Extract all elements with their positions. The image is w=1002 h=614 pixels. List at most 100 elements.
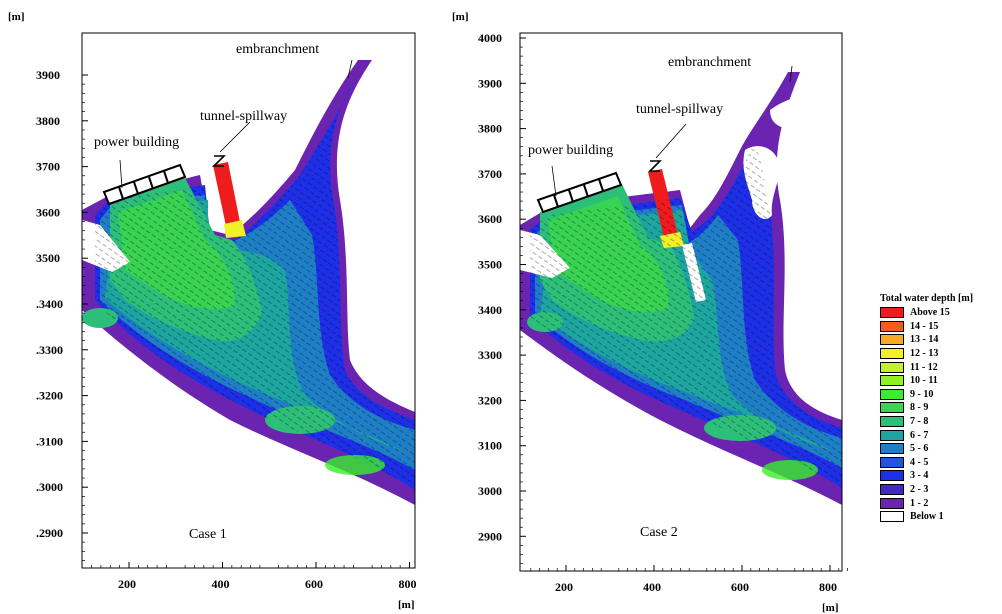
y-unit-label: [m] — [8, 11, 25, 23]
x-tick-label: 800 — [399, 577, 417, 591]
x-tick-label: 400 — [643, 580, 661, 594]
legend-entry: 3 - 4 — [880, 469, 1000, 483]
spillway-callout — [655, 123, 687, 159]
legend-label: 1 - 2 — [910, 497, 929, 509]
x-tick-label: 600 — [305, 577, 323, 591]
legend-swatch — [880, 348, 904, 360]
legend-label: 9 - 10 — [910, 388, 934, 400]
legend-swatch — [880, 429, 904, 441]
embranchment-label: embranchment — [236, 42, 319, 57]
legend-label: 2 - 3 — [910, 484, 929, 496]
legend-label: Below 1 — [910, 511, 944, 523]
y-tick-label: 3300 — [478, 348, 502, 362]
y-tick-label: 3800 — [478, 122, 502, 136]
spillway-mark — [648, 160, 662, 172]
plot-frame — [81, 32, 416, 569]
y-tick-label: .3200 — [36, 389, 63, 403]
legend-swatch — [880, 334, 904, 346]
legend-entry: 13 - 14 — [880, 333, 1000, 347]
power-building-callout — [551, 165, 557, 197]
legend-label: 6 - 7 — [910, 429, 929, 441]
embranchment-label: embranchment — [668, 55, 751, 70]
legend-title: Total water depth [m] — [880, 293, 974, 304]
x-tick-label: 200 — [118, 577, 136, 591]
y-tick-label: 3700 — [478, 167, 502, 181]
power-building-structure — [536, 171, 623, 214]
y-tick-label: 4000 — [478, 31, 502, 45]
case-label: Case 1 — [189, 527, 227, 542]
spillway-callout — [219, 121, 251, 153]
x-unit-label: [m] — [398, 599, 415, 611]
legend-entry: 2 - 3 — [880, 483, 1000, 497]
legend-entry: Above 15 — [880, 306, 1000, 320]
y-tick-label: 2900 — [478, 529, 502, 543]
y-tick-label: .3100 — [36, 434, 63, 448]
case-1-map: [m] [m] Case 1 embranchment tunnel-spill… — [8, 11, 417, 611]
case-label: Case 2 — [640, 525, 678, 540]
legend-entry: 4 - 5 — [880, 456, 1000, 470]
y-tick-label: 3600 — [36, 205, 60, 219]
y-tick-label: .3400 — [36, 297, 63, 311]
case-2-map: [m] [m] Case 2 embranchment tunnel-spill… — [452, 11, 848, 614]
legend-label: 11 - 12 — [910, 361, 938, 373]
y-tick-label: 3200 — [478, 393, 502, 407]
embranchment-callout — [347, 59, 353, 79]
x-unit-label: [m] — [822, 602, 839, 614]
spillway-mark — [212, 155, 226, 167]
y-tick-label: .3300 — [36, 343, 63, 357]
embranchment-callout — [789, 65, 793, 83]
y-tick-label: 3900 — [36, 68, 60, 82]
spillway-outlet-yellow — [224, 220, 246, 238]
y-tick-label: .3000 — [36, 480, 63, 494]
legend-swatch — [880, 402, 904, 414]
legend-entry: 6 - 7 — [880, 428, 1000, 442]
x-tick-label: 800 — [819, 580, 837, 594]
legend-label: 5 - 6 — [910, 443, 929, 455]
y-tick-label: .2900 — [36, 526, 63, 540]
legend-swatch — [880, 320, 904, 332]
tunnel-spillway-label: tunnel-spillway — [200, 109, 287, 124]
y-tick-label: 3400 — [478, 303, 502, 317]
dry-island — [770, 91, 838, 129]
water-depth-legend: Total water depth [m] Above 15 14 - 15 13 … — [880, 293, 1000, 524]
power-building-structure — [102, 163, 187, 206]
legend-swatch — [880, 470, 904, 482]
legend-entry: 14 - 15 — [880, 320, 1000, 334]
legend-entry: 7 - 8 — [880, 415, 1000, 429]
legend-swatch — [880, 456, 904, 468]
y-tick-label: 3500 — [36, 251, 60, 265]
legend-swatch — [880, 497, 904, 509]
legend-label: 10 - 11 — [910, 375, 938, 387]
power-building-callout — [119, 159, 123, 189]
y-tick-label: 3700 — [36, 160, 60, 174]
y-tick-label: 3100 — [478, 439, 502, 453]
y-tick-label: 3800 — [36, 114, 60, 128]
y-tick-label: 3000 — [478, 484, 502, 498]
legend-swatch — [880, 375, 904, 387]
legend-swatch — [880, 388, 904, 400]
legend-entry: 10 - 11 — [880, 374, 1000, 388]
velocity-vectors — [95, 80, 415, 490]
legend-label: 13 - 14 — [910, 334, 939, 346]
legend-swatch — [880, 361, 904, 373]
legend-label: Above 15 — [910, 307, 950, 319]
legend-label: 7 - 8 — [910, 416, 929, 428]
y-unit-label: [m] — [452, 11, 469, 23]
legend-entry: 12 - 13 — [880, 347, 1000, 361]
legend-entry: 5 - 6 — [880, 442, 1000, 456]
power-building-label: power building — [94, 135, 179, 150]
plot-frame — [519, 32, 843, 572]
legend-swatch — [880, 484, 904, 496]
legend-label: 4 - 5 — [910, 456, 929, 468]
y-tick-label: 3900 — [478, 76, 502, 90]
legend-entry: 8 - 9 — [880, 401, 1000, 415]
power-building-label: power building — [528, 143, 613, 158]
tunnel-spillway-label: tunnel-spillway — [636, 102, 723, 117]
legend-label: 8 - 9 — [910, 402, 929, 414]
legend-swatch — [880, 443, 904, 455]
tunnel-spillway-flow — [213, 162, 240, 226]
x-tick-label: 600 — [731, 580, 749, 594]
legend-swatch — [880, 416, 904, 428]
y-tick-label: 3500 — [478, 258, 502, 272]
legend-entry: 9 - 10 — [880, 388, 1000, 402]
